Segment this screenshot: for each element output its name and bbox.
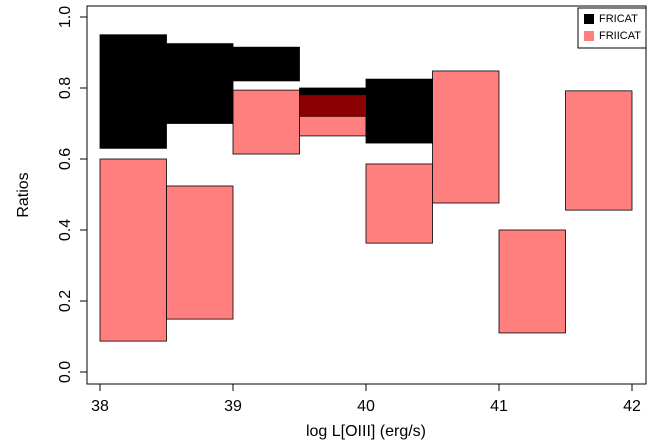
legend-swatch [584,14,594,24]
x-tick-label: 42 [623,398,641,415]
x-axis-label: log L[OIII] (erg/s) [306,423,426,440]
x-tick-label: 38 [91,398,109,415]
legend-label: FRIICAT [599,30,641,42]
x-tick-label: 41 [490,398,508,415]
y-tick-label: 0.0 [57,361,74,383]
y-tick-label: 1.0 [57,6,74,28]
y-tick-label: 0.6 [57,148,74,170]
range-bar [432,70,500,204]
range-bar [498,229,566,334]
legend-label: FRICAT [599,13,638,25]
y-axis-label: Ratios [15,172,32,217]
range-bar [365,78,433,144]
y-tick-label: 0.2 [57,290,74,312]
range-bar [565,90,633,211]
range-bar [365,163,433,244]
range-bar [232,46,300,82]
y-tick-label: 0.4 [57,219,74,241]
y-tick-label: 0.8 [57,77,74,99]
x-tick-label: 39 [224,398,242,415]
range-bar [99,34,167,149]
range-bar [166,43,234,124]
x-tick-label: 40 [357,398,375,415]
range-bar [99,158,167,342]
overlap [299,95,366,117]
range-bar [166,185,234,320]
legend-swatch [584,31,594,41]
legend: FRICAT FRIICAT [577,7,647,49]
range-bar [232,89,300,155]
